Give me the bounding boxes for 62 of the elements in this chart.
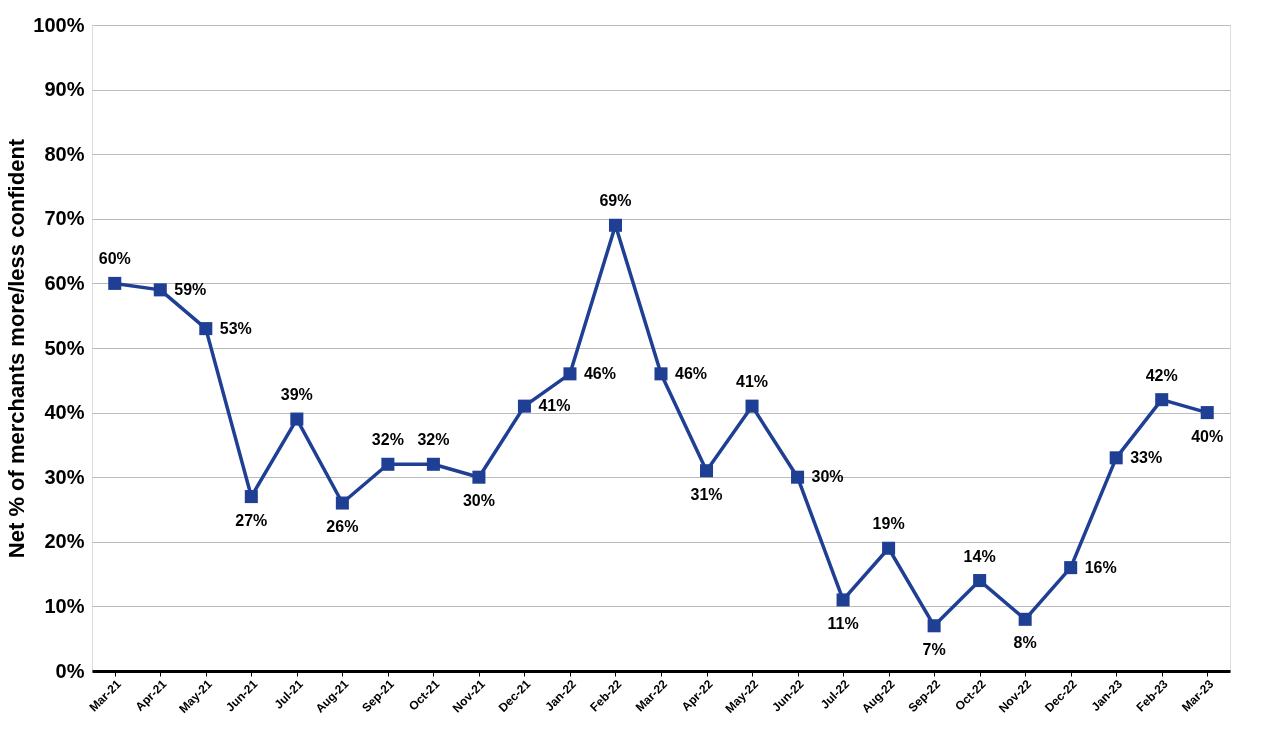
y-tick-label: 90% [44,78,85,101]
point [1200,406,1214,420]
data-label: 42% [1145,366,1178,384]
data-label: 69% [599,192,632,210]
data-label: 46% [583,364,616,382]
point [290,412,304,426]
data-label: 30% [811,468,844,486]
data-label: 27% [235,511,268,529]
data-label: 14% [963,547,996,565]
y-tick-label: 60% [44,271,85,294]
data-label: 32% [371,431,404,449]
y-tick-label: 100% [33,13,85,36]
data-label: 60% [98,250,131,268]
point [654,367,668,381]
point [836,593,850,607]
y-tick-label: 30% [44,465,85,488]
point [745,399,759,413]
point [791,470,805,484]
data-label: 46% [674,364,708,382]
data-label: 59% [174,280,207,298]
point [244,490,258,504]
data-label: 16% [1084,558,1117,576]
point [927,619,941,633]
data-label: 39% [280,386,313,404]
y-tick-label: 70% [44,207,85,230]
y-tick-label: 40% [44,401,85,424]
data-label: 7% [922,640,946,658]
data-label: 33% [1130,448,1163,466]
data-label: 11% [827,614,859,632]
data-label: 53% [219,319,252,337]
point [472,470,486,484]
data-label: 19% [872,515,905,533]
point [153,283,167,297]
y-tick-label: 10% [44,594,85,617]
y-axis-title: Net % of merchants more/less confident [4,138,30,559]
point [1064,561,1078,575]
point [335,496,349,510]
point [1109,451,1123,465]
point [1018,612,1032,626]
point [973,574,987,588]
point [563,367,577,381]
point [700,464,714,478]
y-tick-label: 0% [55,659,85,682]
point [199,322,213,336]
data-label: 30% [462,492,495,510]
data-label: 41% [538,397,571,415]
data-label: 8% [1013,634,1037,652]
point [608,218,622,232]
y-tick-label: 20% [44,530,85,553]
point [381,457,395,471]
point [426,457,440,471]
data-label: 40% [1191,427,1224,445]
y-tick-label: 80% [44,142,85,165]
point [108,276,122,290]
y-tick-label: 50% [44,336,85,359]
point [517,399,531,413]
data-label: 31% [690,485,723,503]
point [882,541,896,555]
point [1155,393,1169,407]
data-label: 41% [736,373,769,391]
data-label: 32% [417,431,450,449]
data-label: 26% [326,518,359,536]
